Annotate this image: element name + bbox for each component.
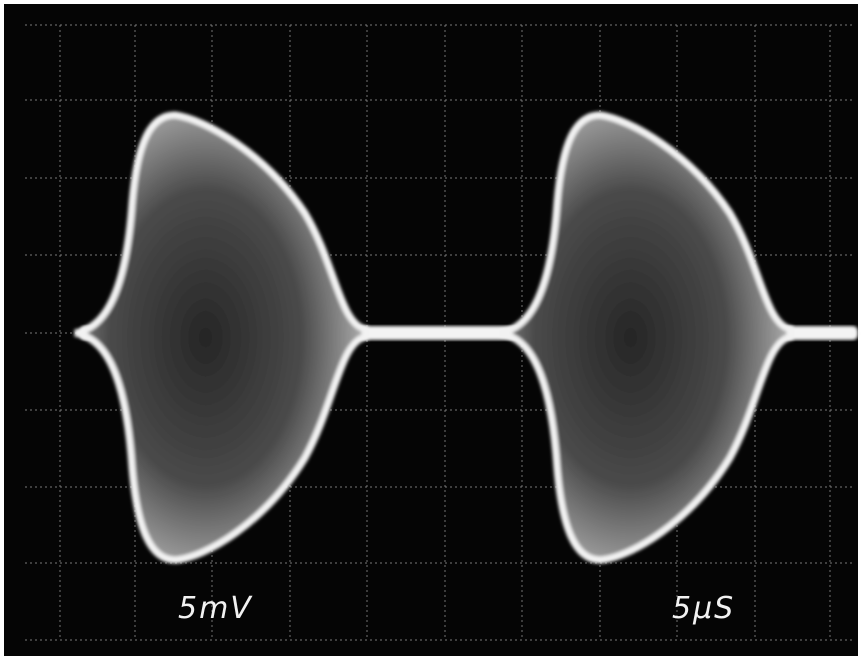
vertical-scale-label: 5mV [178, 591, 253, 626]
time-scale-label: 5μS [672, 591, 735, 626]
waveform [75, 115, 858, 560]
